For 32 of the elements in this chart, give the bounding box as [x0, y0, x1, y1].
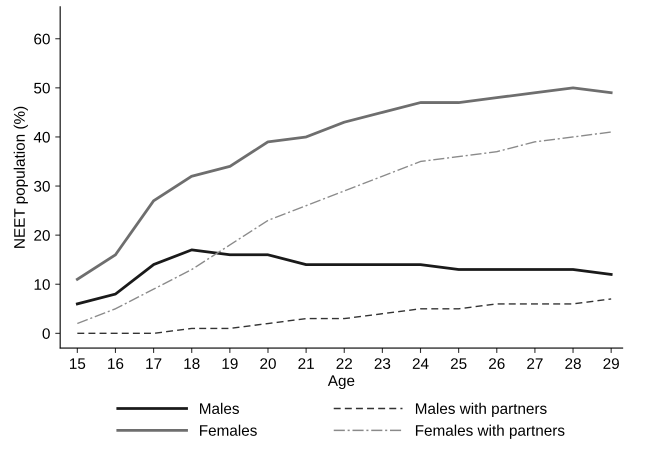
line-series [76, 298, 612, 334]
x-tick-label: 21 [298, 358, 314, 369]
legend-label: Males [200, 402, 239, 414]
line-series [76, 86, 613, 281]
line-series [76, 248, 613, 306]
legend-label: Females with partners [416, 424, 564, 439]
x-tick-label: 17 [146, 358, 162, 369]
x-tick-label: 26 [489, 358, 505, 370]
y-tick-label: 60 [34, 34, 50, 44]
y-tick-label: 0 [42, 328, 50, 340]
x-tick-label: 25 [450, 358, 466, 370]
y-axis-title: NEET population (%) [14, 106, 28, 248]
legend-label: Males with partners [416, 402, 547, 418]
x-tick-label: 22 [336, 358, 352, 369]
x-tick-label: 20 [260, 358, 276, 370]
x-tick-label: 18 [184, 358, 200, 370]
x-tick-label: 24 [412, 358, 429, 369]
y-tick-label: 20 [34, 230, 50, 241]
y-tick-label: 40 [34, 132, 50, 143]
x-tick-label: 16 [108, 358, 124, 370]
x-tick-label: 19 [222, 358, 238, 370]
x-tick-label: 28 [565, 358, 581, 370]
x-axis-title: Age [328, 375, 354, 390]
line-series [76, 131, 612, 324]
y-tick-label: 50 [34, 82, 50, 94]
legend-label: Females [200, 424, 257, 436]
x-tick-label: 23 [374, 358, 390, 370]
x-tick-label: 29 [603, 358, 619, 370]
y-tick-label: 30 [34, 180, 50, 192]
x-tick-label: 15 [70, 358, 86, 370]
y-tick-label: 10 [34, 279, 50, 290]
x-tick-label: 27 [527, 358, 543, 369]
